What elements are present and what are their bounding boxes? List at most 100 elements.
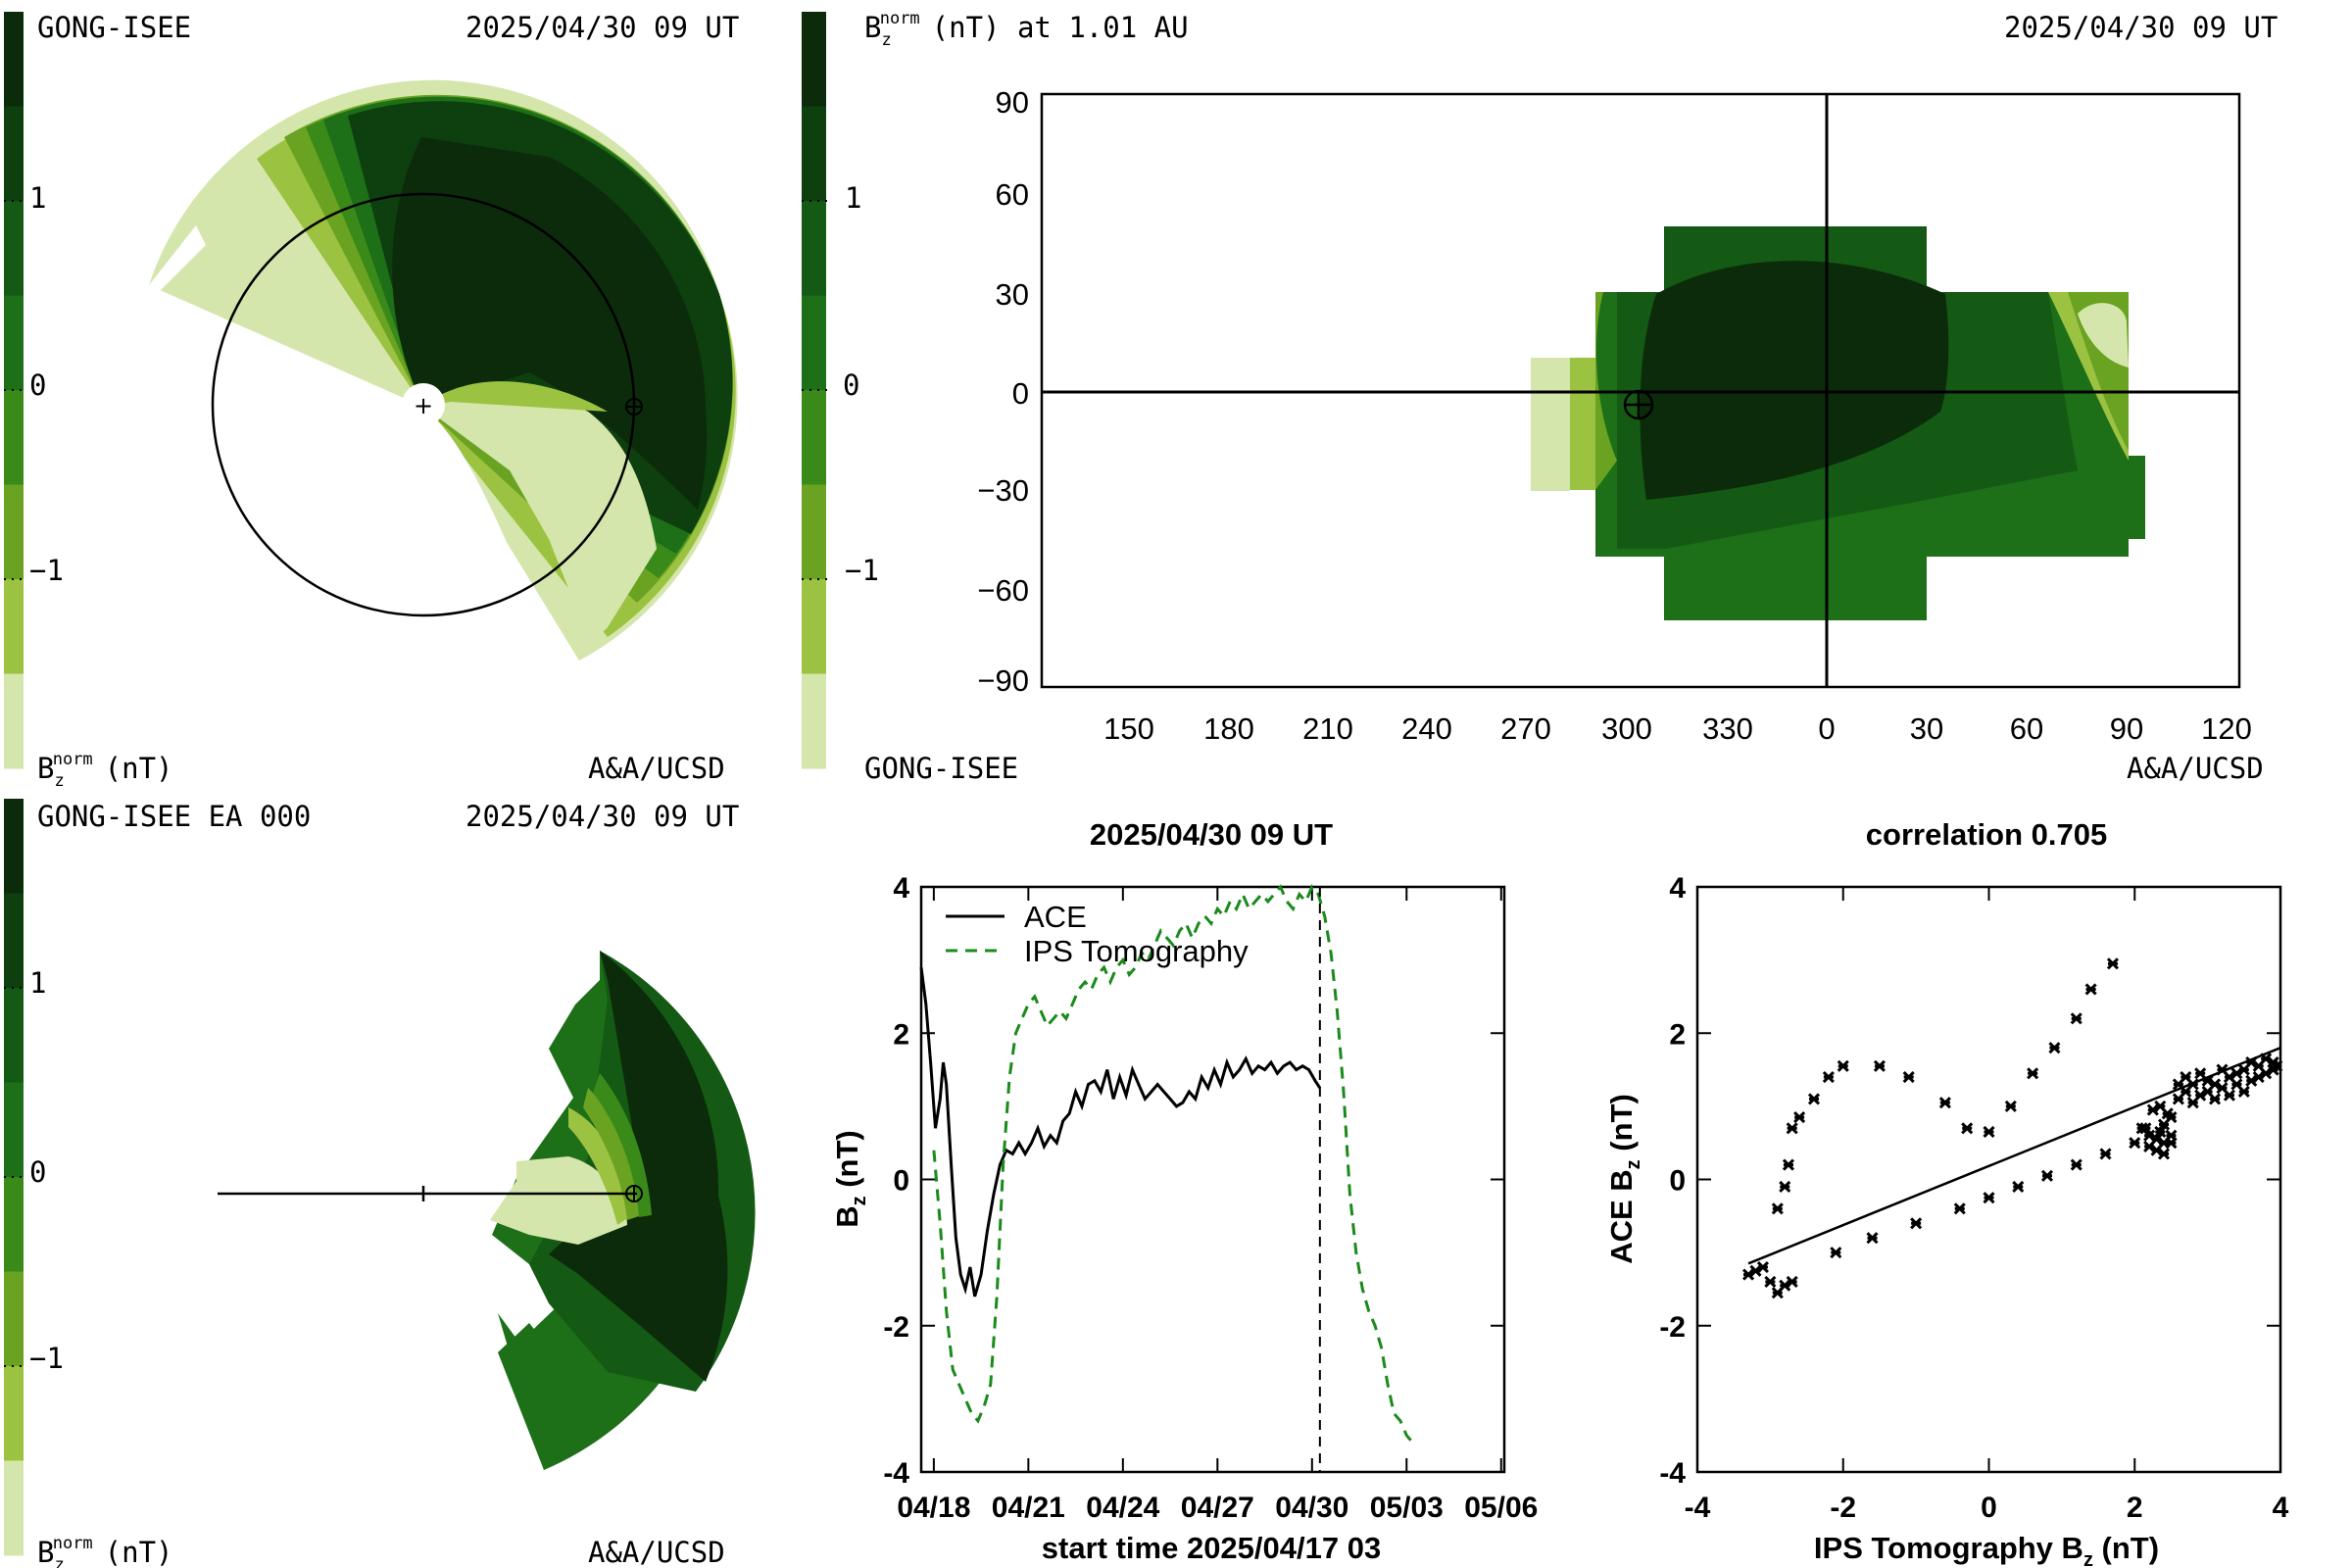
scatter-point — [1983, 1192, 1995, 1204]
scatter-point — [2186, 1078, 2199, 1091]
scatter-point — [1756, 1260, 1770, 1274]
plot-frame — [1695, 885, 2282, 1474]
panel-label-left: GONG-ISEE — [37, 11, 191, 44]
y-axis-label: ACE Bz (nT) — [1604, 1094, 1644, 1264]
x-axis-ticks: -4 -2 0 2 4 — [1685, 887, 2289, 1524]
x-axis-label: start time 2025/04/17 03 — [1042, 1531, 1381, 1565]
scatter-point — [1961, 1122, 1974, 1135]
scatter-point — [1953, 1202, 1966, 1215]
x-tick-label: 05/03 — [1370, 1492, 1444, 1524]
scatter-point — [2157, 1148, 2171, 1160]
colorbar-tick-label: 0 — [843, 368, 859, 402]
scatter-point — [1782, 1158, 1795, 1171]
x-tick-label: 05/06 — [1464, 1492, 1538, 1524]
colorbar-tick-label: 1 — [29, 966, 46, 1000]
plot-frame — [919, 885, 1506, 1474]
colorbar-swatch — [4, 799, 24, 894]
chart-title: 2025/04/30 09 UT — [1090, 817, 1333, 852]
x-tick-label: -2 — [1830, 1492, 1856, 1524]
scatter-point — [1771, 1202, 1784, 1215]
x-tick-label: 04/27 — [1181, 1492, 1254, 1524]
chart-title: correlation 0.705 — [1866, 817, 2107, 852]
scatter-point — [2208, 1093, 2222, 1105]
colorbar-tick-label: 1 — [845, 181, 861, 215]
y-tick-label: -2 — [1659, 1311, 1686, 1344]
y-tick-label: 2 — [893, 1018, 909, 1051]
y-tick-label: 0 — [1012, 376, 1029, 411]
map-bottom-left-label: GONG-ISEE — [864, 752, 1018, 785]
regression-line — [1747, 1047, 2281, 1265]
earth-marker-icon — [625, 1185, 643, 1202]
y-tick-label: −90 — [977, 663, 1029, 698]
colorbar-swatch — [4, 201, 24, 296]
x-tick-label: 04/18 — [897, 1492, 970, 1524]
panel-timestamp: 2025/04/30 09 UT — [466, 800, 739, 833]
scatter-point — [2237, 1085, 2250, 1099]
series-lines — [919, 884, 1414, 1445]
x-tick-label: 60 — [2010, 711, 2043, 746]
x-tick-label: 120 — [2201, 711, 2252, 746]
scatter-point — [2040, 1169, 2054, 1182]
scatter-point — [1910, 1217, 1923, 1230]
scatter-point — [2154, 1125, 2167, 1139]
colorbar-swatch — [802, 295, 826, 391]
credit-label: A&A/UCSD — [588, 752, 725, 785]
x-axis-ticks: 04/18 04/21 04/24 04/27 04/30 05/03 05/06 — [897, 887, 1538, 1524]
credit-label: A&A/UCSD — [2127, 752, 2264, 785]
scatter-point — [2084, 983, 2097, 996]
series-line-ips — [932, 884, 1414, 1445]
scatter-point — [1793, 1111, 1806, 1124]
scatter-point — [1779, 1180, 1791, 1194]
x-tick-label: 330 — [1702, 711, 1753, 746]
colorbar-top-right — [802, 12, 830, 769]
scatter-point — [1822, 1070, 1835, 1084]
y-tick-label: −60 — [977, 573, 1029, 608]
y-tick-label: 4 — [893, 872, 909, 905]
latlon-field — [1531, 226, 2145, 620]
x-tick-label: 180 — [1203, 711, 1254, 746]
colorbar-tick-label: −1 — [29, 1342, 64, 1375]
colorbar-swatch — [802, 201, 826, 296]
y-tick-label: 90 — [996, 85, 1029, 120]
legend-label-ips: IPS Tomography — [1024, 934, 1249, 968]
map-title: Bznorm (nT) at 1.01 AU — [864, 9, 1189, 50]
scatter-point — [1764, 1275, 1777, 1289]
scatter-point — [2048, 1042, 2061, 1054]
colorbar-swatch — [4, 295, 24, 391]
colorbar-swatch — [802, 12, 826, 107]
colorbar-bottom-left — [4, 799, 27, 1556]
scatter-point — [2139, 1122, 2152, 1135]
colorbar-swatch — [802, 484, 826, 580]
ecliptic-map — [147, 79, 738, 677]
earth-marker-icon — [1623, 389, 1654, 420]
x-tick-label: 04/30 — [1275, 1492, 1348, 1524]
y-tick-label: 60 — [996, 177, 1029, 212]
y-axis-ticks: -4 -2 0 2 4 — [883, 872, 1504, 1490]
scatter-point — [2012, 1180, 2025, 1194]
scatter-point — [1938, 1097, 1951, 1109]
legend-label-ace: ACE — [1024, 900, 1087, 934]
scatter-points — [1741, 957, 2283, 1299]
x-axis-label: IPS Tomography Bz (nT) — [1814, 1531, 2159, 1568]
meridional-map — [490, 951, 756, 1470]
credit-label: A&A/UCSD — [588, 1536, 725, 1568]
colorbar-swatch — [802, 106, 826, 202]
x-tick-label: 210 — [1302, 711, 1353, 746]
legend: ACE IPS Tomography — [946, 900, 1249, 968]
units-label: Bznorm (nT) — [37, 1534, 173, 1568]
colorbar-swatch — [4, 484, 24, 580]
colorbar-swatch — [4, 12, 24, 107]
scatter-point — [1902, 1070, 1915, 1084]
colorbar-swatch — [4, 1460, 24, 1556]
scatter-point — [1786, 1275, 1798, 1289]
scatter-point — [1837, 1059, 1849, 1072]
y-tick-label: -2 — [883, 1311, 909, 1344]
x-tick-label: 0 — [1818, 711, 1835, 746]
colorbar-tick-label: −1 — [845, 554, 879, 587]
scatter-point — [1983, 1125, 1995, 1139]
panel-meridional: GONG-ISEE EA 000 2025/04/30 09 UT 1 0 −1… — [4, 799, 756, 1568]
scatter-point — [1830, 1247, 1842, 1259]
scatter-point — [1873, 1059, 1886, 1072]
y-tick-label: 0 — [1669, 1165, 1686, 1198]
colorbar-tick-label: −1 — [29, 554, 64, 587]
